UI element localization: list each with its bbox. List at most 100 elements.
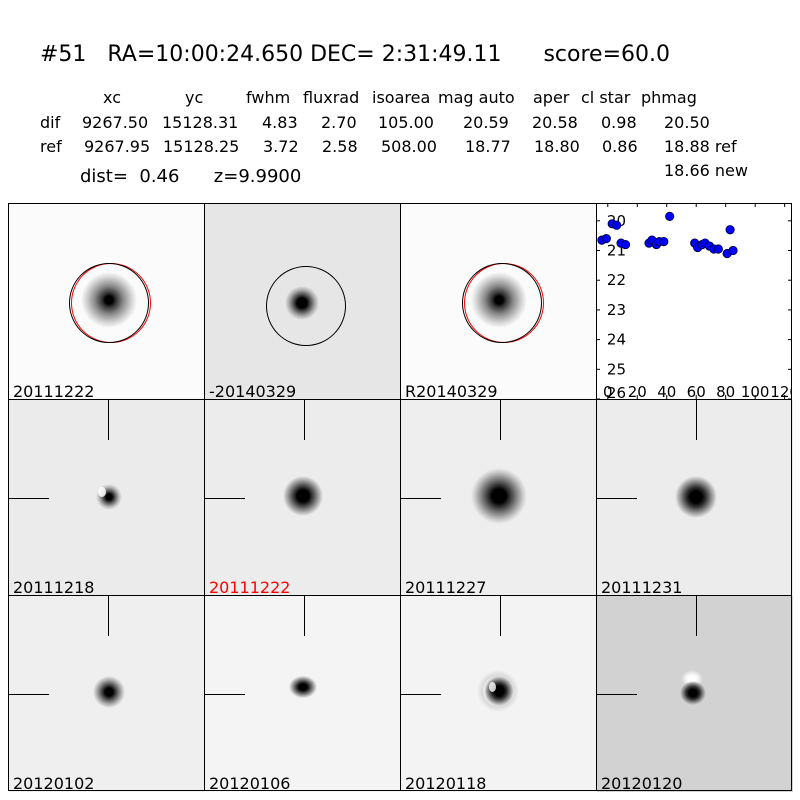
source-blob — [288, 675, 318, 699]
crosshair-vertical — [304, 400, 305, 440]
photometry-table: xc yc fwhm fluxrad isoarea mag auto aper… — [0, 88, 800, 180]
column-header-aper: aper — [533, 88, 570, 107]
table-cell: 4.83 — [262, 113, 298, 132]
epoch-label: 20111231 — [601, 578, 683, 596]
table-cell: 0.98 — [601, 113, 637, 132]
table-cell: 105.00 — [378, 113, 434, 132]
source-blob — [283, 476, 323, 516]
table-cell: 9267.50 — [82, 113, 149, 132]
stamp-reference: 20111222 — [9, 204, 205, 400]
column-header-isoarea: isoarea — [372, 88, 431, 107]
epoch-label-highlighted: 20111222 — [209, 578, 291, 596]
y-tick-label: 24 — [607, 331, 626, 349]
stamp-label: 20111222 — [13, 382, 95, 400]
epoch-label: 20120118 — [405, 774, 487, 792]
table-cell: 20.58 — [532, 113, 578, 132]
grid-divider — [596, 203, 597, 791]
source-highlight — [98, 487, 106, 497]
table-cell: 18.80 — [534, 137, 580, 156]
source-blob — [680, 681, 706, 705]
grid-divider — [8, 399, 792, 400]
source-blob — [485, 676, 513, 706]
data-point — [713, 244, 723, 254]
crosshair-vertical — [108, 400, 109, 440]
crosshair-horizontal — [597, 498, 637, 499]
x-tick-label: 100 — [741, 383, 770, 399]
aperture-circle — [266, 266, 346, 346]
stamp-label: R20140329 — [405, 382, 498, 400]
table-cell: 2.58 — [322, 137, 358, 156]
data-point — [665, 211, 675, 221]
table-cell: 20.59 — [463, 113, 509, 132]
crosshair-vertical — [696, 400, 697, 440]
light-curve-chart: 20212223242526020406080100120 — [596, 203, 792, 399]
aperture-circle — [69, 263, 149, 343]
epoch-stamp: 20111218 — [9, 400, 205, 596]
source-blob — [93, 676, 125, 708]
crosshair-vertical — [108, 596, 109, 636]
table-cell: 0.86 — [602, 137, 638, 156]
data-point — [728, 245, 738, 256]
table-cell: 508.00 — [381, 137, 437, 156]
column-header-fwhm: fwhm — [246, 88, 291, 107]
table-cell: 2.70 — [321, 113, 357, 132]
table-cell: 15128.25 — [163, 137, 240, 156]
crosshair-horizontal — [205, 498, 245, 499]
data-point — [659, 237, 669, 247]
x-tick-label: 40 — [657, 383, 676, 399]
data-point — [612, 220, 622, 230]
table-cell: 18.77 — [465, 137, 511, 156]
crosshair-vertical — [304, 596, 305, 636]
column-header-mag-auto: mag auto — [438, 88, 515, 107]
x-tick-label: 20 — [628, 383, 647, 399]
x-tick-label: 80 — [716, 383, 735, 399]
table-cell: 20.50 — [664, 113, 710, 132]
crosshair-horizontal — [597, 694, 637, 695]
stamp-difference: -20140329 — [205, 204, 401, 400]
column-header-cl-star: cl star — [581, 88, 631, 107]
crosshair-vertical — [500, 596, 501, 636]
data-point — [601, 234, 611, 244]
data-point — [725, 225, 735, 235]
epoch-stamp: 20120102 — [9, 596, 205, 792]
data-point — [620, 239, 631, 250]
epoch-stamp: 20111227 — [401, 400, 597, 596]
epoch-stamp: 20111222 — [205, 400, 401, 596]
distance-redshift-line: dist= 0.46 z=9.9900 — [80, 166, 302, 187]
crosshair-horizontal — [9, 694, 49, 695]
y-tick-label: 23 — [607, 301, 626, 319]
table-cell: 3.72 — [263, 137, 299, 156]
y-tick-label: 22 — [607, 271, 626, 289]
column-header-phmag: phmag — [641, 88, 697, 107]
column-header-fluxrad: fluxrad — [303, 88, 360, 107]
plot-background — [596, 203, 792, 399]
aperture-circle — [462, 263, 542, 343]
epoch-label: 20120102 — [13, 774, 95, 792]
page-title: #51 RA=10:00:24.650 DEC= 2:31:49.11 scor… — [40, 42, 670, 67]
epoch-label: 20120120 — [601, 774, 683, 792]
stamp-label: -20140329 — [209, 382, 297, 400]
epoch-label: 20120106 — [209, 774, 291, 792]
new-magnitude-note: 18.66 new — [664, 161, 748, 180]
x-tick-label: 120 — [770, 383, 792, 399]
crosshair-horizontal — [401, 694, 441, 695]
epoch-label: 20111218 — [13, 578, 95, 596]
row-label-ref: ref — [40, 137, 62, 156]
source-blob — [471, 468, 527, 524]
table-cell: 15128.31 — [162, 113, 239, 132]
epoch-stamp: 20120106 — [205, 596, 401, 792]
source-highlight — [489, 682, 496, 692]
crosshair-vertical — [696, 596, 697, 636]
grid-divider — [400, 203, 401, 791]
column-header-xc: xc — [103, 88, 121, 107]
crosshair-horizontal — [401, 498, 441, 499]
source-blob — [675, 476, 717, 518]
row-label-dif: dif — [40, 113, 61, 132]
x-tick-label: 60 — [687, 383, 706, 399]
table-cell: 9267.95 — [84, 137, 151, 156]
grid-divider — [8, 595, 792, 596]
epoch-label: 20111227 — [405, 578, 487, 596]
x-tick-label: 0 — [603, 383, 613, 399]
crosshair-horizontal — [205, 694, 245, 695]
stamp-reference-r: R20140329 — [401, 204, 597, 400]
